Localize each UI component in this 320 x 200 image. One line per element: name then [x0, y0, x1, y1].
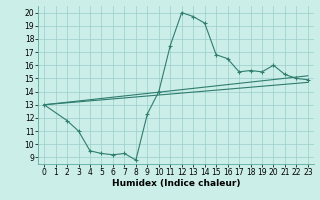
- X-axis label: Humidex (Indice chaleur): Humidex (Indice chaleur): [112, 179, 240, 188]
